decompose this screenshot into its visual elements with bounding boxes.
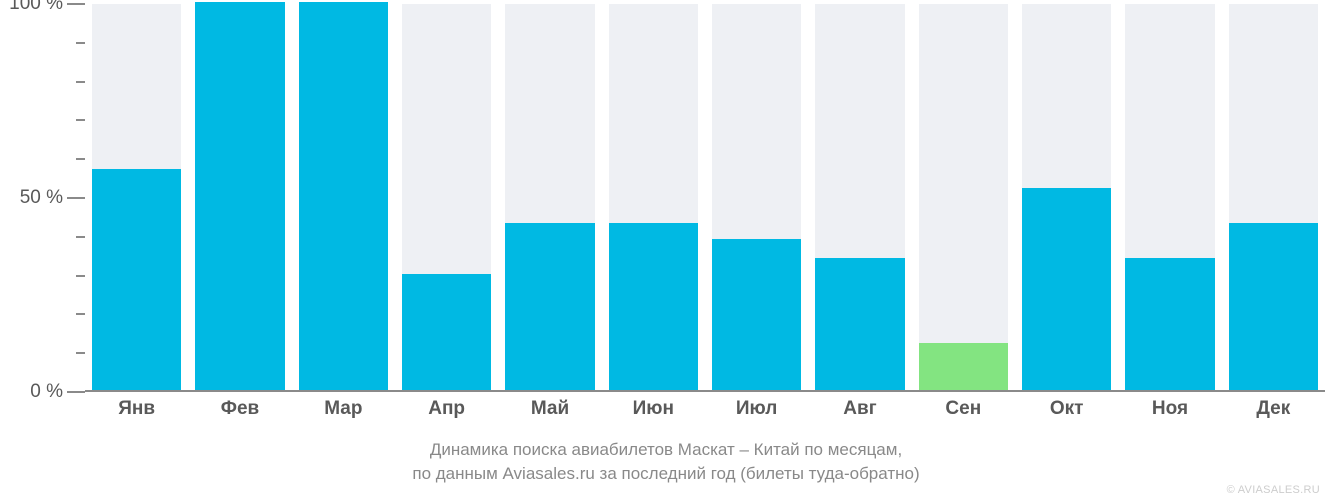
y-tick-label: 100 % bbox=[9, 0, 63, 15]
x-tick-label: Окт bbox=[1015, 398, 1118, 420]
y-axis: 0 %50 %100 % bbox=[0, 4, 85, 392]
x-tick-label: Дек bbox=[1222, 398, 1325, 420]
chart-column bbox=[395, 4, 498, 390]
bar bbox=[299, 2, 388, 390]
y-tick-minor bbox=[76, 352, 85, 354]
x-tick-label: Фев bbox=[188, 398, 291, 420]
y-tick-label: 50 % bbox=[20, 187, 63, 209]
chart-column bbox=[912, 4, 1015, 390]
y-tick-minor bbox=[76, 236, 85, 238]
chart-column bbox=[498, 4, 601, 390]
bar bbox=[919, 343, 1008, 390]
chart-column bbox=[1015, 4, 1118, 390]
caption-line-1: Динамика поиска авиабилетов Маскат – Кит… bbox=[0, 440, 1332, 460]
chart-column bbox=[602, 4, 705, 390]
chart-column bbox=[1118, 4, 1221, 390]
y-tick-major bbox=[67, 391, 85, 393]
chart-column bbox=[1222, 4, 1325, 390]
bar bbox=[1125, 258, 1214, 390]
caption-line-2: по данным Aviasales.ru за последний год … bbox=[0, 464, 1332, 484]
chart-column bbox=[85, 4, 188, 390]
x-tick-label: Авг bbox=[808, 398, 911, 420]
y-tick-major bbox=[67, 197, 85, 199]
plot-area bbox=[85, 4, 1325, 392]
column-background bbox=[919, 4, 1008, 390]
bar bbox=[815, 258, 904, 390]
bar bbox=[1229, 223, 1318, 390]
x-tick-label: Июл bbox=[705, 398, 808, 420]
y-tick-minor bbox=[76, 119, 85, 121]
chart-column bbox=[808, 4, 911, 390]
x-tick-label: Ноя bbox=[1118, 398, 1221, 420]
chart-column bbox=[292, 4, 395, 390]
bar bbox=[609, 223, 698, 390]
x-tick-label: Апр bbox=[395, 398, 498, 420]
bar bbox=[402, 274, 491, 390]
y-tick-minor bbox=[76, 81, 85, 83]
y-tick-minor bbox=[76, 275, 85, 277]
bar bbox=[505, 223, 594, 390]
chart-column bbox=[188, 4, 291, 390]
x-axis-labels: ЯнвФевМарАпрМайИюнИюлАвгСенОктНояДек bbox=[85, 398, 1325, 426]
chart-column bbox=[705, 4, 808, 390]
monthly-search-chart: 0 %50 %100 % ЯнвФевМарАпрМайИюнИюлАвгСен… bbox=[0, 0, 1332, 502]
x-tick-label: Июн bbox=[602, 398, 705, 420]
x-tick-label: Янв bbox=[85, 398, 188, 420]
bar bbox=[195, 2, 284, 390]
x-tick-label: Сен bbox=[912, 398, 1015, 420]
x-tick-label: Мар bbox=[292, 398, 395, 420]
x-tick-label: Май bbox=[498, 398, 601, 420]
y-tick-label: 0 % bbox=[30, 381, 63, 403]
y-tick-minor bbox=[76, 158, 85, 160]
y-tick-minor bbox=[76, 42, 85, 44]
bar bbox=[92, 169, 181, 390]
watermark: © AVIASALES.RU bbox=[1227, 484, 1320, 496]
bar bbox=[712, 239, 801, 390]
y-tick-minor bbox=[76, 313, 85, 315]
bar bbox=[1022, 188, 1111, 390]
y-tick-major bbox=[67, 3, 85, 5]
